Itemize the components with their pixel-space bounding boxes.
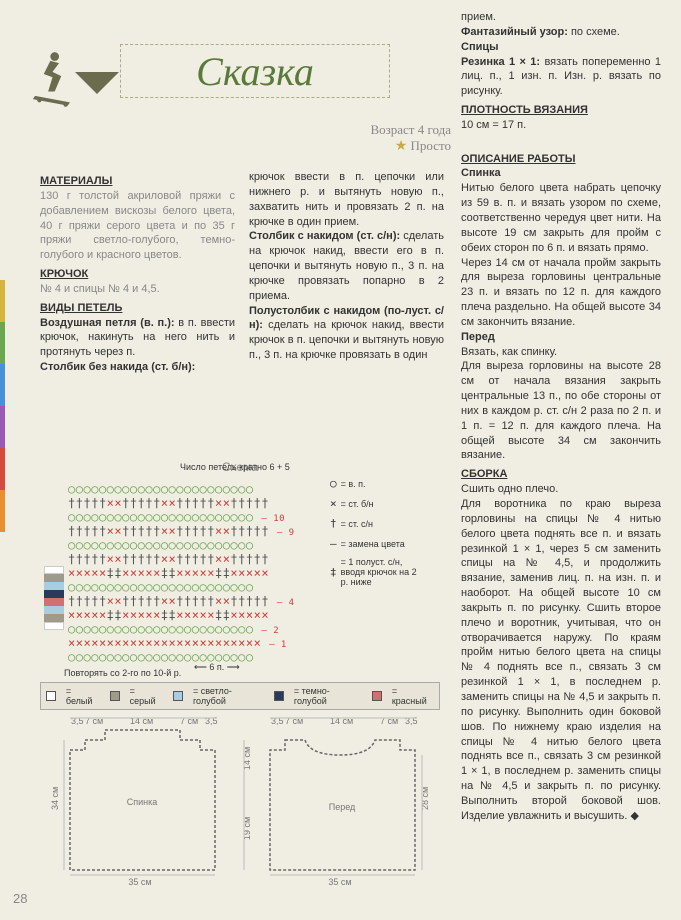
swatch-lightblue — [173, 691, 183, 701]
c3-p4: Нитью белого цвета набрать цепочку из 59… — [461, 181, 661, 255]
ribbon-decoration — [75, 58, 120, 103]
legend-item: †= ст. с/н — [330, 517, 420, 530]
needles-heading: Спицы — [461, 40, 661, 55]
swatch-red — [372, 691, 382, 701]
c3-p0: прием. — [461, 10, 661, 25]
c3-p7: Для выреза горловины на высоте 28 см от … — [461, 359, 661, 463]
age-text: Возраст 4 года — [311, 122, 451, 138]
schema-row: †††††××†††††××†††††××††††† — 4 — [68, 594, 295, 608]
col2-p2: Столбик с накидом (ст. с/н): сделать на … — [249, 229, 444, 303]
side-color-stripes — [0, 280, 5, 532]
back-piece: Спинка 3,5 7 см 14 см 7 см 3,5 34 см 35 … — [50, 716, 218, 887]
pattern-title: Сказка — [196, 48, 314, 95]
repeat-note: Повторять со 2-го по 10-й р. — [64, 668, 440, 678]
subtitle-block: Возраст 4 года ★ Просто — [311, 122, 451, 155]
front-heading: Перед — [461, 330, 661, 345]
page-content: Сказка Возраст 4 года ★ Просто МАТЕРИАЛЫ… — [0, 0, 681, 385]
difficulty-text: Просто — [411, 138, 452, 153]
column-3: прием. Фантазийный узор: по схеме. Спицы… — [461, 10, 661, 824]
legend-item: ‡= 1 полуст. с/н, вводя крючок на 2 р. н… — [330, 557, 420, 587]
star-icon: ★ — [395, 139, 408, 154]
color-block-column — [44, 566, 64, 630]
schema-row: †††††××†††††××†††††××††††† — 9 — [68, 524, 295, 538]
skater-icon — [30, 50, 75, 110]
back-heading: Спинка — [461, 166, 661, 181]
swatch-darkblue — [274, 691, 284, 701]
hook-heading: КРЮЧОК — [40, 267, 235, 282]
title-box: Сказка — [120, 44, 390, 98]
svg-text:35 см: 35 см — [128, 877, 151, 887]
gauge-heading: ПЛОТНОСТЬ ВЯЗАНИЯ — [461, 103, 661, 118]
instructions-heading: ОПИСАНИЕ РАБОТЫ — [461, 152, 661, 167]
legend-item: ○= в. п. — [330, 477, 420, 490]
schema-row: †††††××†††††××†††††××††††† — [68, 552, 269, 566]
svg-text:Перед: Перед — [329, 802, 356, 812]
c3-p2: Резинка 1 × 1: вязать попеременно 1 лиц.… — [461, 55, 661, 100]
garment-diagrams: Спинка 3,5 7 см 14 см 7 см 3,5 34 см 35 … — [40, 710, 440, 900]
swatch-white — [46, 691, 56, 701]
materials-text: 130 г толстой акриловой пряжи с добавлен… — [40, 189, 235, 263]
c3-p9: Для воротника по краю выреза горловины н… — [461, 497, 661, 824]
swatch-grey — [110, 691, 120, 701]
schema-row: ○○○○○○○○○○○○○○○○○○○○○○○○ — 2 — [68, 622, 279, 636]
page-number: 28 — [13, 891, 27, 906]
schema-row: ○○○○○○○○○○○○○○○○○○○○○○○○ — 10 — [68, 510, 285, 524]
color-legend-bar: = белый = серый = светло-голубой = темно… — [40, 682, 440, 710]
stitch-1: Воздушная петля (в. п.): в п. ввести крю… — [40, 316, 235, 361]
schema-row: ○○○○○○○○○○○○○○○○○○○○○○○○ — [68, 482, 254, 496]
schema-bottom-marker: ⟵ 6 п. ⟶ — [194, 662, 240, 673]
column-1: МАТЕРИАЛЫ 130 г толстой акриловой пряжи … — [40, 170, 235, 375]
schema-legend: ○= в. п. ×= ст. б/н †= ст. с/н —= замена цв… — [330, 470, 420, 594]
schema-row: ○○○○○○○○○○○○○○○○○○○○○○○○ — [68, 538, 254, 552]
column-2: крючок ввести в п. цепочки или нижнего р… — [249, 170, 444, 375]
legend-item: —= замена цвета — [330, 537, 420, 550]
materials-heading: МАТЕРИАЛЫ — [40, 174, 235, 189]
stitch-types-heading: ВИДЫ ПЕТЕЛЬ — [40, 301, 235, 316]
c3-p6: Вязать, как спинку. — [461, 345, 661, 360]
schema-row: ○○○○○○○○○○○○○○○○○○○○○○○○ — [68, 580, 254, 594]
col2-p1: крючок ввести в п. цепочки или нижнего р… — [249, 170, 444, 229]
c3-p3: 10 см = 17 п. — [461, 118, 661, 133]
legend-item: ×= ст. б/н — [330, 497, 420, 510]
schema-chart: ○○○○○○○○○○○○○○○○○○○○○○○○ †††††××†††††××†… — [44, 476, 354, 666]
col2-p3: Полустолбик с накидом (по-луст. с/н): сд… — [249, 304, 444, 363]
svg-text:35 см: 35 см — [328, 877, 351, 887]
schema-row: †††††××†††††××†††††××††††† — [68, 496, 269, 510]
schema-subtitle: Число петель кратно 6 + 5 — [180, 462, 290, 472]
c3-p8: Сшить одно плечо. — [461, 482, 661, 497]
schema-row: ××××××××××××××××××××××××× — 1 — [68, 636, 287, 650]
c3-p1: Фантазийный узор: по схеме. — [461, 25, 661, 40]
schema-row: ×××××‡‡×××××‡‡×××××‡‡××××× — [68, 608, 269, 622]
c3-p5: Через 14 см от начала пройм закрыть для … — [461, 256, 661, 330]
hook-text: № 4 и спицы № 4 и 4,5. — [40, 282, 235, 297]
schema-row: ×××××‡‡×××××‡‡×××××‡‡××××× — [68, 566, 269, 580]
svg-text:34 см: 34 см — [50, 787, 60, 810]
stitch-2: Столбик без накида (ст. б/н): — [40, 360, 235, 375]
assembly-heading: СБОРКА — [461, 467, 661, 482]
front-piece: Перед 3,5 7 см 14 см 7 см 3,5 35 см 28 с… — [242, 716, 430, 887]
svg-text:Спинка: Спинка — [127, 797, 158, 807]
